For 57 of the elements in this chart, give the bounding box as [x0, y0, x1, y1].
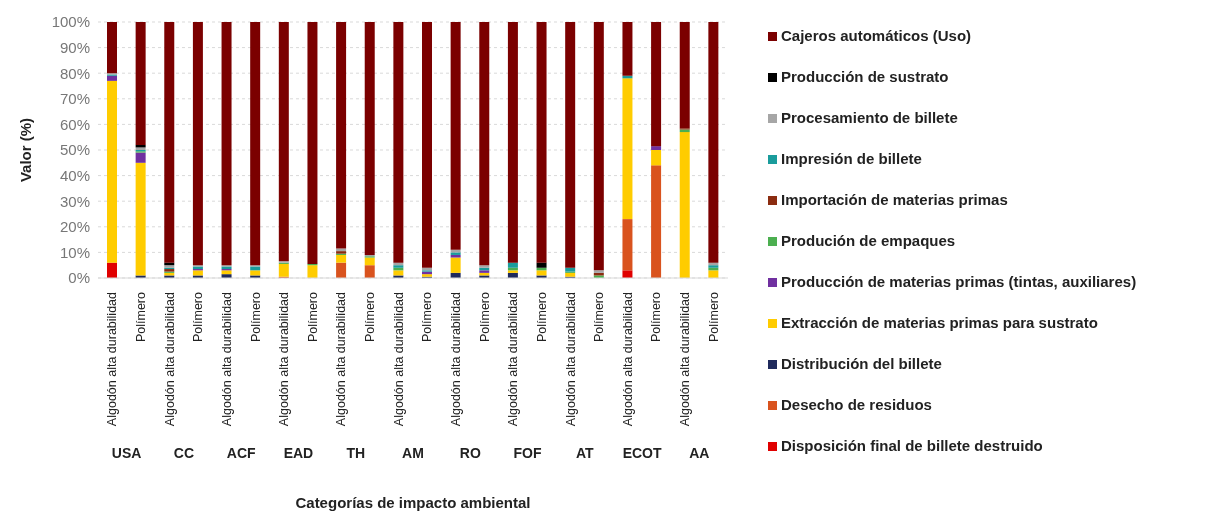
x-tick-label: Algodón alta durabilidad: [448, 291, 463, 427]
text: USA: [111, 445, 142, 461]
x-tick-label: Polímero: [477, 291, 492, 343]
y-axis-title: Valor (%): [17, 117, 35, 183]
x-tick-label: Algodón alta durabilidad: [678, 291, 693, 427]
x-axis-title: Categorías de impacto ambiental: [295, 494, 531, 511]
y-tick-label: 10%: [59, 243, 90, 261]
x-tick-label: Polímero: [363, 291, 378, 343]
x-tick-label: Algodón alta durabilidad: [105, 291, 120, 427]
legend-label: Procesamiento de billete: [781, 108, 958, 128]
x-tick-label: Polímero: [191, 291, 206, 343]
x-tick-label: Algodón alta durabilidad: [506, 291, 521, 427]
x-tick-label: Algodón alta durabilidad: [563, 291, 578, 427]
text: TH: [346, 445, 366, 461]
legend-label: Extracción de materias primas para sustrato: [781, 313, 1098, 333]
y-tick-label: 90%: [59, 38, 90, 56]
y-tick-label: 80%: [59, 64, 90, 82]
x-tick-label: Polímero: [706, 291, 721, 343]
x-tick-label: Polímero: [248, 291, 263, 343]
text: ACF: [226, 445, 257, 461]
legend-label: Impresión de billete: [781, 149, 922, 169]
x-tick-label: Polímero: [534, 291, 549, 343]
text: EAD: [283, 445, 314, 461]
text: CC: [173, 445, 195, 461]
y-tick-label: 0%: [68, 269, 90, 287]
x-tick-label: Algodón alta durabilidad: [277, 291, 292, 427]
legend-label: Producción de materias primas (tintas, auxiliares): [781, 272, 1137, 292]
x-tick-label: Algodón alta durabilidad: [334, 291, 349, 427]
legend-label: Produción de empaques: [781, 231, 956, 251]
y-tick-label: 100%: [51, 13, 90, 31]
legend-label: Importación de materias primas: [781, 190, 1008, 210]
legend-label: Cajeros automáticos (Uso): [781, 26, 972, 46]
y-tick-label: 70%: [59, 90, 90, 108]
text: ECOT: [622, 445, 662, 461]
text: AT: [576, 445, 595, 461]
text: AA: [689, 445, 710, 461]
x-tick-label: Polímero: [305, 291, 320, 343]
x-tick-label: Polímero: [649, 291, 664, 343]
text: AM: [402, 445, 424, 461]
x-tick-label: Algodón alta durabilidad: [620, 291, 635, 427]
x-tick-label: Polímero: [420, 291, 435, 343]
y-tick-label: 30%: [59, 192, 90, 210]
y-tick-label: 20%: [59, 218, 90, 236]
x-tick-label: Polímero: [592, 291, 607, 343]
x-tick-label: Algodón alta durabilidad: [219, 291, 234, 427]
legend-label: Disposición final de billete destruido: [781, 436, 1043, 456]
x-tick-label: Algodón alta durabilidad: [162, 291, 177, 427]
legend-label: Desecho de residuos: [781, 395, 932, 415]
y-tick-label: 50%: [59, 141, 90, 159]
text: FOF: [513, 445, 542, 461]
x-tick-label: Polímero: [133, 291, 148, 343]
text: RO: [459, 445, 481, 461]
legend-label: Producción de sustrato: [781, 67, 949, 87]
legend-label: Distribución del billete: [781, 354, 942, 374]
y-tick-label: 60%: [59, 115, 90, 133]
y-tick-label: 40%: [59, 166, 90, 184]
x-tick-label: Algodón alta durabilidad: [391, 291, 406, 427]
